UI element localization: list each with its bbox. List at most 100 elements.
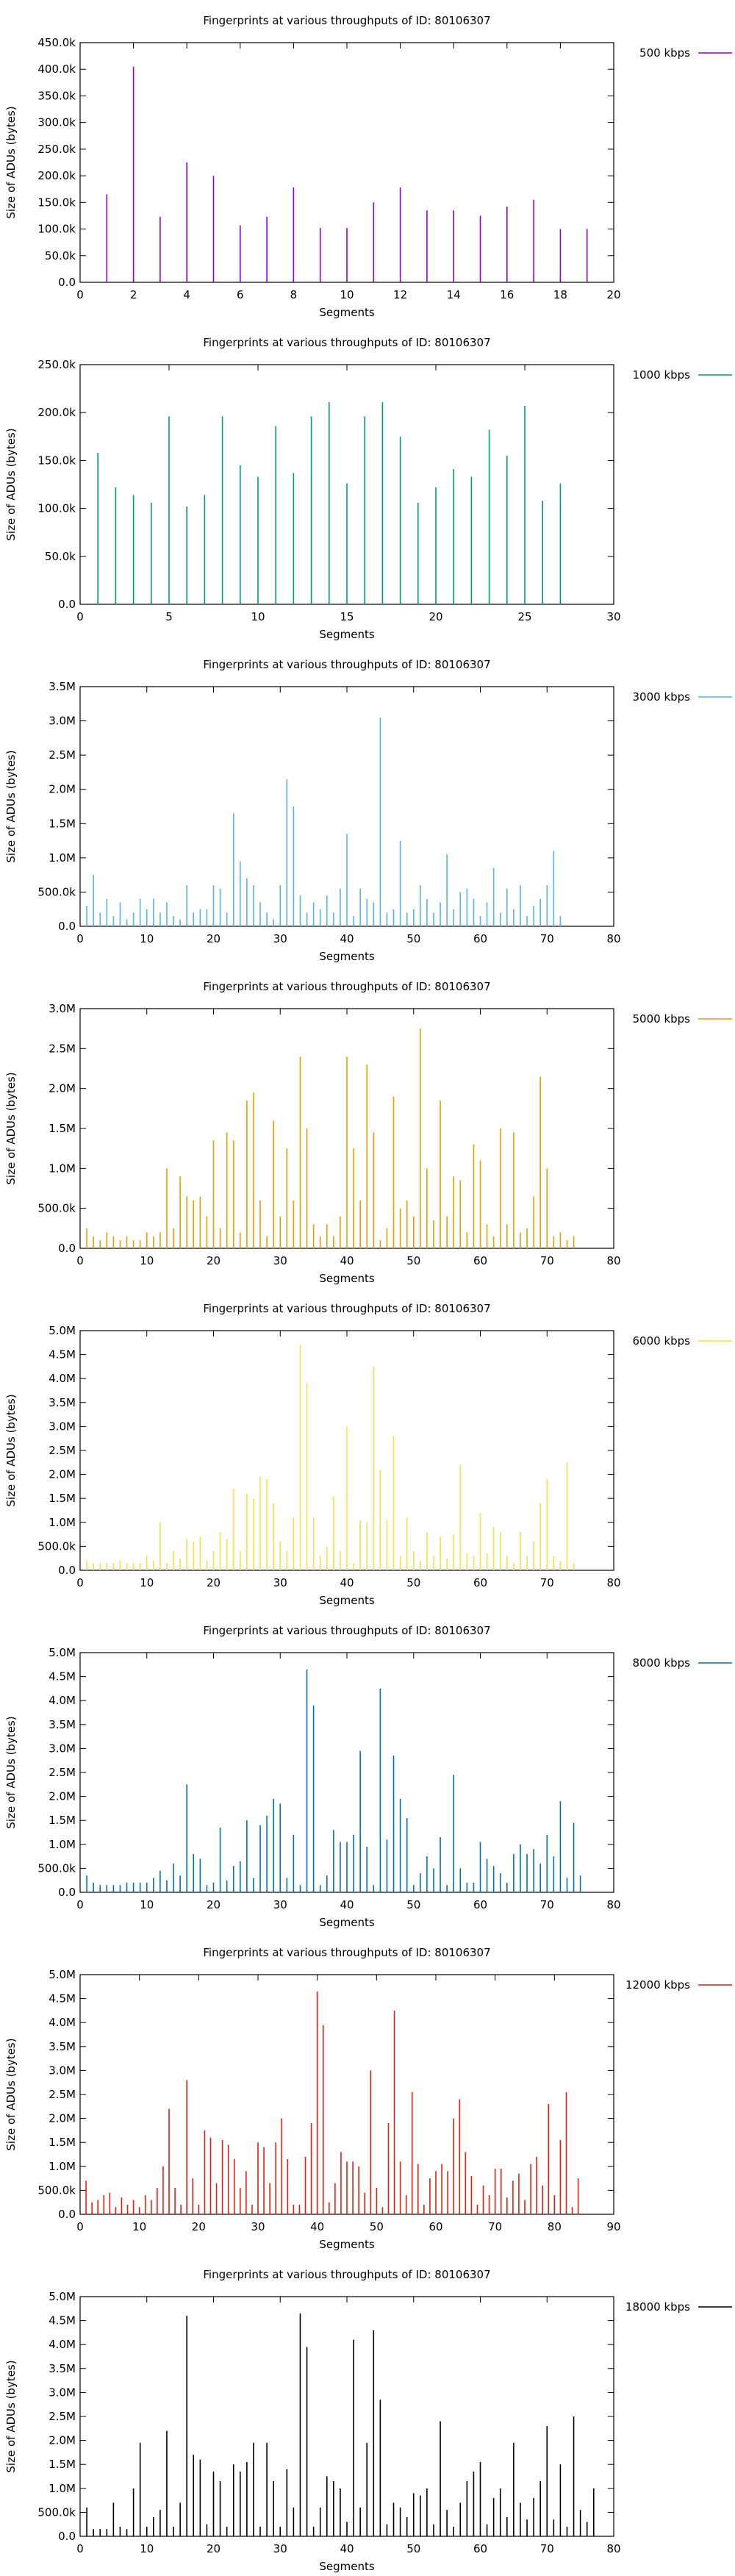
y-tick-label: 2.0M bbox=[49, 2112, 76, 2125]
y-tick-label: 3.5M bbox=[49, 1718, 76, 1731]
x-tick-label: 30 bbox=[273, 932, 287, 945]
y-tick-label: 4.5M bbox=[49, 1670, 76, 1684]
y-tick-label: 500.0k bbox=[37, 885, 76, 898]
y-tick-label: 250.0k bbox=[37, 143, 76, 156]
chart-title: Fingerprints at various throughputs of I… bbox=[203, 658, 490, 671]
x-tick-label: 10 bbox=[140, 1254, 154, 1267]
x-tick-label: 70 bbox=[540, 1254, 554, 1267]
x-tick-label: 50 bbox=[406, 932, 420, 945]
y-tick-label: 2.0M bbox=[49, 783, 76, 796]
x-tick-label: 20 bbox=[606, 288, 620, 301]
x-axis-label: Segments bbox=[319, 2560, 375, 2573]
x-tick-label: 20 bbox=[207, 2542, 220, 2555]
x-tick-label: 80 bbox=[606, 2542, 620, 2555]
x-tick-label: 50 bbox=[406, 1898, 420, 1911]
series-group bbox=[86, 717, 562, 926]
x-tick-label: 0 bbox=[76, 2220, 84, 2233]
y-tick-label: 0.0 bbox=[58, 920, 76, 933]
y-tick-label: 1.5M bbox=[49, 1122, 76, 1135]
y-tick-label: 1.5M bbox=[49, 817, 76, 830]
series-group bbox=[86, 1028, 575, 1248]
y-tick-label: 2.0M bbox=[49, 1468, 76, 1481]
y-tick-label: 0.0 bbox=[58, 598, 76, 611]
y-tick-label: 0.0 bbox=[58, 2530, 76, 2543]
y-axis-label: Size of ADUs (bytes) bbox=[4, 2038, 18, 2150]
y-tick-label: 150.0k bbox=[37, 454, 76, 467]
chart-title: Fingerprints at various throughputs of I… bbox=[203, 980, 490, 993]
y-tick-label: 2.0M bbox=[49, 1082, 76, 1095]
y-tick-label: 1.0M bbox=[49, 1162, 76, 1175]
chart-panel: Fingerprints at various throughputs of I… bbox=[0, 1610, 735, 1932]
y-tick-label: 2.5M bbox=[49, 1766, 76, 1779]
x-tick-label: 0 bbox=[76, 1576, 84, 1589]
series-group bbox=[86, 1345, 575, 1570]
y-tick-label: 2.5M bbox=[49, 1444, 76, 1457]
x-tick-label: 20 bbox=[207, 1898, 220, 1911]
x-tick-label: 25 bbox=[517, 610, 531, 623]
chart-panel: Fingerprints at various throughputs of I… bbox=[0, 1288, 735, 1610]
x-axis-label: Segments bbox=[319, 628, 375, 641]
x-tick-label: 60 bbox=[473, 1576, 487, 1589]
x-tick-label: 0 bbox=[76, 1898, 84, 1911]
y-tick-label: 1.0M bbox=[49, 1838, 76, 1851]
y-tick-label: 500.0k bbox=[37, 1861, 76, 1875]
y-tick-label: 200.0k bbox=[37, 406, 76, 419]
chart-panel: Fingerprints at various throughputs of I… bbox=[0, 1932, 735, 2254]
y-tick-label: 2.5M bbox=[49, 2088, 76, 2101]
y-tick-label: 2.5M bbox=[49, 1042, 76, 1055]
chart-svg: Fingerprints at various throughputs of I… bbox=[4, 14, 732, 319]
y-tick-label: 4.5M bbox=[49, 2314, 76, 2328]
y-tick-label: 1.5M bbox=[49, 1814, 76, 1827]
x-tick-label: 10 bbox=[140, 1576, 154, 1589]
y-tick-label: 2.0M bbox=[49, 1790, 76, 1803]
x-tick-label: 50 bbox=[406, 1576, 420, 1589]
x-tick-label: 70 bbox=[540, 1898, 554, 1911]
x-tick-label: 80 bbox=[606, 1576, 620, 1589]
x-axis-label: Segments bbox=[319, 2238, 375, 2251]
x-tick-label: 60 bbox=[429, 2220, 442, 2233]
y-tick-label: 500.0k bbox=[37, 1539, 76, 1553]
y-tick-label: 450.0k bbox=[37, 36, 76, 49]
y-tick-label: 2.0M bbox=[49, 2434, 76, 2447]
x-tick-label: 20 bbox=[192, 2220, 206, 2233]
legend-label: 3000 kbps bbox=[633, 690, 691, 704]
chart-panel: Fingerprints at various throughputs of I… bbox=[0, 0, 735, 322]
y-tick-label: 4.0M bbox=[49, 2016, 76, 2029]
x-tick-label: 60 bbox=[473, 1254, 487, 1267]
x-tick-label: 90 bbox=[606, 2220, 620, 2233]
legend-label: 500 kbps bbox=[639, 46, 690, 60]
y-tick-label: 500.0k bbox=[37, 1202, 76, 1215]
y-tick-label: 4.5M bbox=[49, 1348, 76, 1362]
y-tick-label: 500.0k bbox=[37, 2505, 76, 2519]
y-tick-label: 500.0k bbox=[37, 2183, 76, 2197]
y-tick-label: 5.0M bbox=[49, 1324, 76, 1337]
y-tick-label: 0.0 bbox=[58, 2208, 76, 2221]
x-tick-label: 10 bbox=[251, 610, 265, 623]
x-tick-label: 70 bbox=[540, 932, 554, 945]
x-tick-label: 30 bbox=[251, 2220, 265, 2233]
x-tick-label: 0 bbox=[76, 1254, 84, 1267]
y-tick-label: 2.5M bbox=[49, 748, 76, 762]
x-axis-label: Segments bbox=[319, 306, 375, 319]
y-axis-label: Size of ADUs (bytes) bbox=[4, 2360, 18, 2472]
x-tick-label: 40 bbox=[340, 1576, 354, 1589]
chart-svg: Fingerprints at various throughputs of I… bbox=[4, 1946, 732, 2251]
chart-svg: Fingerprints at various throughputs of I… bbox=[4, 336, 732, 641]
chart-svg: Fingerprints at various throughputs of I… bbox=[4, 2268, 732, 2573]
x-tick-label: 50 bbox=[406, 1254, 420, 1267]
chart-title: Fingerprints at various throughputs of I… bbox=[203, 1302, 490, 1315]
x-tick-label: 70 bbox=[540, 1576, 554, 1589]
x-tick-label: 0 bbox=[76, 610, 84, 623]
x-tick-label: 70 bbox=[488, 2220, 502, 2233]
y-tick-label: 2.5M bbox=[49, 2410, 76, 2423]
y-tick-label: 250.0k bbox=[37, 358, 76, 371]
x-tick-label: 20 bbox=[207, 1254, 220, 1267]
chart-title: Fingerprints at various throughputs of I… bbox=[203, 2268, 490, 2281]
y-tick-label: 3.5M bbox=[49, 2040, 76, 2053]
x-tick-label: 40 bbox=[340, 1898, 354, 1911]
x-tick-label: 5 bbox=[165, 610, 173, 623]
x-tick-label: 18 bbox=[553, 288, 567, 301]
x-tick-label: 12 bbox=[393, 288, 407, 301]
x-tick-label: 80 bbox=[606, 1254, 620, 1267]
y-tick-label: 0.0 bbox=[58, 276, 76, 289]
